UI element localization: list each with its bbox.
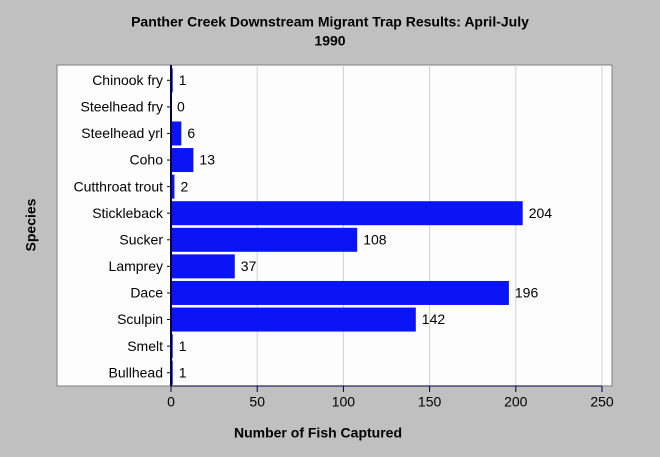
y-tick-label: Dace xyxy=(130,285,163,301)
value-label: 1 xyxy=(179,338,187,354)
x-tick-label: 50 xyxy=(249,394,265,410)
y-tick-label: Smelt xyxy=(127,338,163,354)
value-label: 1 xyxy=(179,364,187,380)
value-label: 6 xyxy=(187,125,195,141)
y-tick-label: Cutthroat trout xyxy=(74,178,164,194)
x-tick-label: 250 xyxy=(590,394,614,410)
y-tick-label: Stickleback xyxy=(92,205,164,221)
x-axis-label: Number of Fish Captured xyxy=(234,425,402,441)
y-axis-label: Species xyxy=(23,198,39,251)
x-tick-label: 200 xyxy=(504,394,528,410)
value-label: 1 xyxy=(179,72,187,88)
value-label: 13 xyxy=(199,152,215,168)
value-label: 108 xyxy=(363,231,387,247)
y-tick-label: Sculpin xyxy=(117,311,163,327)
bar xyxy=(171,201,523,226)
x-tick-label: 0 xyxy=(167,394,175,410)
y-tick-label: Coho xyxy=(130,152,164,168)
chart-title: 1990 xyxy=(314,33,345,49)
bar xyxy=(171,121,182,146)
value-label: 2 xyxy=(180,178,188,194)
value-label: 142 xyxy=(422,311,446,327)
y-tick-label: Bullhead xyxy=(109,364,164,380)
bar xyxy=(171,227,358,252)
bar xyxy=(171,174,175,199)
y-tick-label: Lamprey xyxy=(109,258,163,274)
y-tick-label: Steelhead yrl xyxy=(81,125,163,141)
x-tick-label: 100 xyxy=(332,394,356,410)
bar xyxy=(171,307,416,332)
plot-area xyxy=(56,64,613,387)
x-tick-label: 150 xyxy=(418,394,442,410)
value-label: 196 xyxy=(515,285,539,301)
y-tick-label: Chinook fry xyxy=(92,72,163,88)
value-label: 0 xyxy=(177,99,185,115)
y-tick-label: Steelhead fry xyxy=(81,99,164,115)
value-label: 37 xyxy=(241,258,257,274)
y-tick-label: Sucker xyxy=(119,231,163,247)
chart-title: Panther Creek Downstream Migrant Trap Re… xyxy=(131,14,529,30)
bar xyxy=(171,148,194,173)
bar xyxy=(171,254,235,279)
bar xyxy=(171,280,509,305)
value-label: 204 xyxy=(529,205,553,221)
